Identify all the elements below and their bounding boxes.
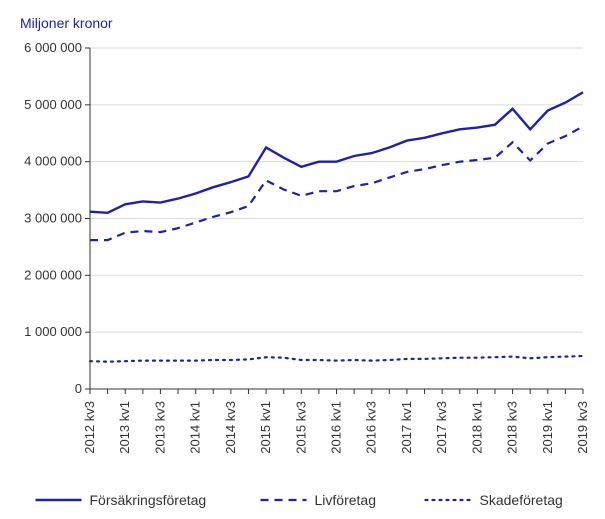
x-tick-label: 2018 kv1: [469, 401, 484, 454]
x-tick-label: 2014 kv1: [188, 401, 203, 454]
y-axis-title: Miljoner kronor: [20, 15, 113, 31]
x-tick-label: 2012 kv3: [82, 401, 97, 454]
legend-label: Livföretag: [315, 492, 376, 508]
x-tick-label: 2017 kv3: [434, 401, 449, 454]
y-tick-label: 0: [75, 381, 82, 396]
x-tick-label: 2013 kv1: [117, 401, 132, 454]
y-tick-label: 3 000 000: [24, 211, 82, 226]
legend-label: Försäkringsföretag: [90, 492, 207, 508]
y-tick-label: 1 000 000: [24, 324, 82, 339]
x-tick-label: 2015 kv1: [258, 401, 273, 454]
line-chart: Miljoner kronor 0 1 000 000 2 000 000 3 000 …: [0, 0, 605, 519]
y-tick-label: 6 000 000: [24, 40, 82, 55]
x-tick-label: 2016 kv3: [364, 401, 379, 454]
x-tick-label: 2014 kv3: [223, 401, 238, 454]
legend-label: Skadeföretag: [480, 492, 563, 508]
x-tick-label: 2013 kv3: [152, 401, 167, 454]
x-tick-label: 2018 kv3: [505, 401, 520, 454]
y-tick-label: 2 000 000: [24, 267, 82, 282]
x-tick-label: 2016 kv1: [329, 401, 344, 454]
x-tick-label: 2017 kv1: [399, 401, 414, 454]
x-tick-label: 2019 kv1: [540, 401, 555, 454]
y-tick-label: 5 000 000: [24, 97, 82, 112]
y-tick-label: 4 000 000: [24, 154, 82, 169]
x-tick-label: 2015 kv3: [293, 401, 308, 454]
chart-svg: Miljoner kronor 0 1 000 000 2 000 000 3 000 …: [0, 0, 605, 519]
x-tick-label: 2019 kv3: [575, 401, 590, 454]
